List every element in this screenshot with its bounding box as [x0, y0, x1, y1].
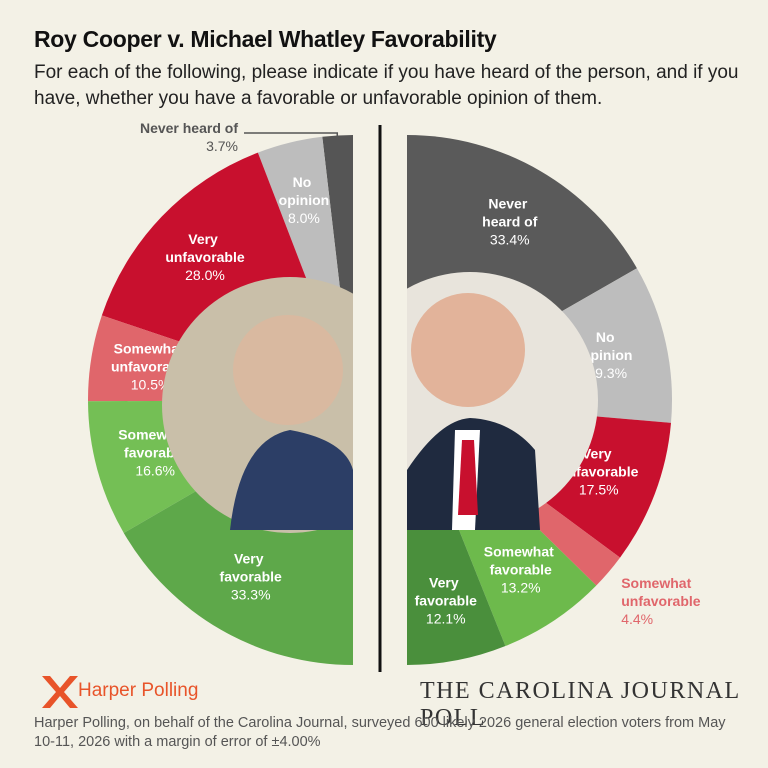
- value-label: 3.7%: [206, 138, 238, 154]
- photo-tie: [458, 440, 478, 515]
- value-label: 16.6%: [135, 463, 175, 479]
- leader-line: [244, 132, 339, 138]
- value-label: 8.0%: [288, 210, 320, 226]
- slice-label: Very unfavorable: [559, 446, 639, 480]
- value-label: 13.2%: [501, 580, 541, 596]
- slice-label: No opinion: [582, 329, 633, 363]
- value-label: 28.0%: [185, 267, 225, 283]
- photo-suit: [230, 430, 353, 530]
- value-label: 17.5%: [579, 482, 619, 498]
- photo-face: [233, 315, 343, 425]
- subtitle: For each of the following, please indica…: [34, 62, 739, 109]
- harper-icon: [42, 676, 78, 708]
- title: Roy Cooper v. Michael Whatley Favorabili…: [34, 26, 497, 52]
- slice-label: Very unfavorable: [165, 231, 245, 265]
- value-label: 12.1%: [426, 610, 466, 626]
- value-label: 19.3%: [587, 365, 627, 381]
- slice-label: Never heard of: [140, 120, 238, 136]
- slice-label: Somewhat unfavorable: [621, 575, 701, 609]
- photo-face: [411, 293, 525, 407]
- value-label: 33.3%: [231, 587, 271, 603]
- slice-label: Very favorable: [415, 574, 477, 608]
- footnote: Harper Polling, on behalf of the Carolin…: [34, 715, 726, 750]
- slice-label: Somewhat favorable: [484, 544, 558, 578]
- value-label: 33.4%: [490, 232, 530, 248]
- logo-text: Harper Polling: [78, 680, 199, 701]
- value-label: 10.5%: [131, 376, 171, 392]
- logo-text: THE CAROLINA JOURNAL POLL: [420, 678, 740, 731]
- value-label: 4.4%: [621, 611, 653, 627]
- slice-label: Very favorable: [220, 551, 282, 585]
- slice-label: Never heard of: [482, 196, 538, 230]
- slice-label: No opinion: [279, 174, 330, 208]
